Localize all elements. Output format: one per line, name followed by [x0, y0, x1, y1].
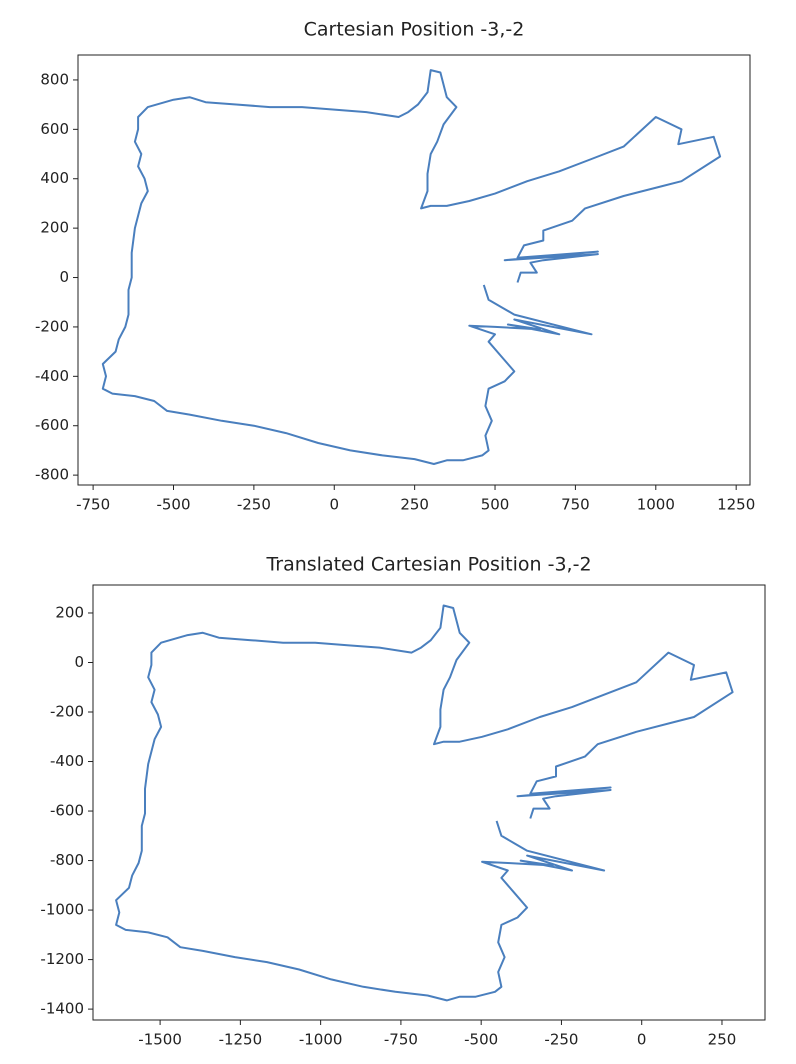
y-tick-label: -800 [35, 466, 69, 484]
y-tick-label: 400 [40, 169, 69, 187]
y-tick-label: -1000 [40, 901, 84, 919]
y-tick-label: 0 [74, 653, 84, 671]
y-tick-label: 0 [59, 268, 69, 286]
chart-title: Cartesian Position -3,-2 [304, 19, 525, 41]
x-tick-label: -500 [156, 496, 190, 514]
x-tick-label: 250 [400, 496, 429, 514]
x-tick-label: -250 [544, 1031, 578, 1049]
y-tick-label: -1200 [40, 950, 84, 968]
y-tick-label: -1400 [40, 1000, 84, 1018]
x-tick-label: 0 [637, 1031, 647, 1049]
data-line [101, 69, 722, 465]
x-tick-label: 0 [329, 496, 339, 514]
y-tick-label: 600 [40, 120, 69, 138]
x-tick-label: -1500 [138, 1031, 182, 1049]
y-tick-label: -600 [50, 802, 84, 820]
x-tick-label: 500 [481, 496, 510, 514]
data-line [115, 604, 734, 1002]
x-tick-label: 1250 [717, 496, 755, 514]
x-tick-label: -750 [76, 496, 110, 514]
y-tick-label: -400 [35, 367, 69, 385]
axes-frame [77, 54, 751, 486]
y-tick-label: -600 [35, 416, 69, 434]
x-tick-label: -750 [384, 1031, 418, 1049]
x-tick-label: 750 [561, 496, 590, 514]
y-tick-label: -800 [50, 851, 84, 869]
y-tick-label: 200 [55, 603, 84, 621]
y-tick-label: -400 [50, 752, 84, 770]
x-tick-label: -250 [237, 496, 271, 514]
x-tick-label: 250 [708, 1031, 737, 1049]
axes-frame [92, 584, 766, 1021]
x-tick-label: -500 [464, 1031, 498, 1049]
chart-title: Translated Cartesian Position -3,-2 [265, 554, 591, 576]
x-tick-label: -1250 [219, 1031, 263, 1049]
y-tick-label: -200 [50, 703, 84, 721]
x-tick-label: -1000 [299, 1031, 343, 1049]
y-tick-label: -200 [35, 317, 69, 335]
y-tick-label: 200 [40, 219, 69, 237]
x-tick-label: 1000 [637, 496, 675, 514]
y-tick-label: 800 [40, 70, 69, 88]
